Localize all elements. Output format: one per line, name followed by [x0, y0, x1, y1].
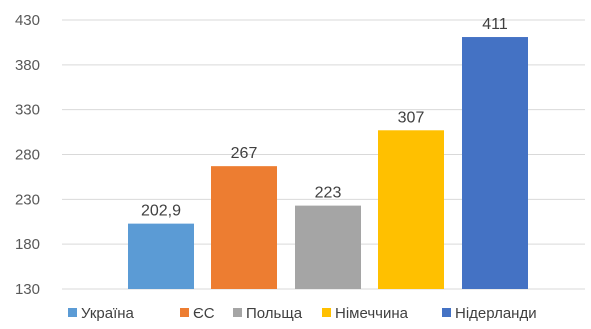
bar: [295, 205, 361, 289]
y-tick-label: 280: [15, 147, 40, 164]
legend-label: ЄС: [193, 305, 215, 322]
y-tick-label: 130: [15, 281, 40, 298]
legend-swatch: [322, 308, 331, 317]
legend-swatch: [180, 308, 189, 317]
bar: [128, 223, 194, 289]
bar: [378, 130, 444, 289]
data-label: 411: [482, 16, 508, 33]
y-tick-label: 330: [15, 102, 40, 119]
y-tick-label: 230: [15, 191, 40, 208]
legend-label: Німеччина: [335, 305, 409, 322]
data-label: 223: [315, 185, 342, 202]
data-label: 202,9: [141, 203, 181, 220]
legend-item: Польща: [233, 305, 303, 322]
y-axis-ticks: 130 180 230 280 330 380 430: [15, 12, 40, 298]
bar: [211, 166, 277, 289]
legend-item: ЄС: [180, 305, 215, 322]
legend-item: Німеччина: [322, 305, 409, 322]
legend-item: Нідерланди: [442, 305, 537, 322]
legend-swatch: [442, 308, 451, 317]
bar: [462, 37, 528, 289]
data-label: 267: [231, 145, 258, 162]
legend-item: Україна: [68, 305, 135, 322]
data-labels: 202,9 267 223 307 411: [141, 16, 508, 220]
y-tick-label: 180: [15, 236, 40, 253]
legend-swatch: [233, 308, 242, 317]
y-tick-label: 430: [15, 12, 40, 29]
legend: Україна ЄС Польща Німеччина Нідерланди: [68, 305, 537, 322]
legend-swatch: [68, 308, 77, 317]
legend-label: Нідерланди: [455, 305, 537, 322]
legend-label: Польща: [246, 305, 303, 322]
legend-label: Україна: [81, 305, 135, 322]
y-tick-label: 380: [15, 57, 40, 74]
bars: [128, 37, 528, 289]
data-label: 307: [398, 109, 425, 126]
